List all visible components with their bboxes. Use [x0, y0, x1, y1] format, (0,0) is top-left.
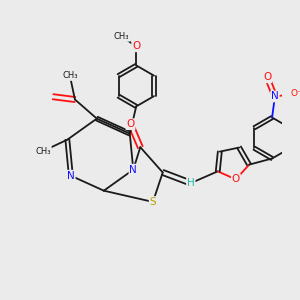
Text: O: O	[232, 174, 240, 184]
Text: N: N	[129, 165, 137, 175]
Text: O: O	[126, 119, 135, 129]
Text: O: O	[132, 41, 140, 51]
Text: O: O	[263, 72, 271, 82]
Text: N: N	[271, 92, 279, 101]
Text: O⁻: O⁻	[290, 89, 300, 98]
Text: S: S	[150, 197, 156, 207]
Text: CH₃: CH₃	[114, 32, 129, 41]
Text: CH₃: CH₃	[35, 146, 51, 155]
Text: H: H	[187, 178, 195, 188]
Text: N: N	[67, 171, 75, 181]
Text: CH₃: CH₃	[62, 71, 78, 80]
